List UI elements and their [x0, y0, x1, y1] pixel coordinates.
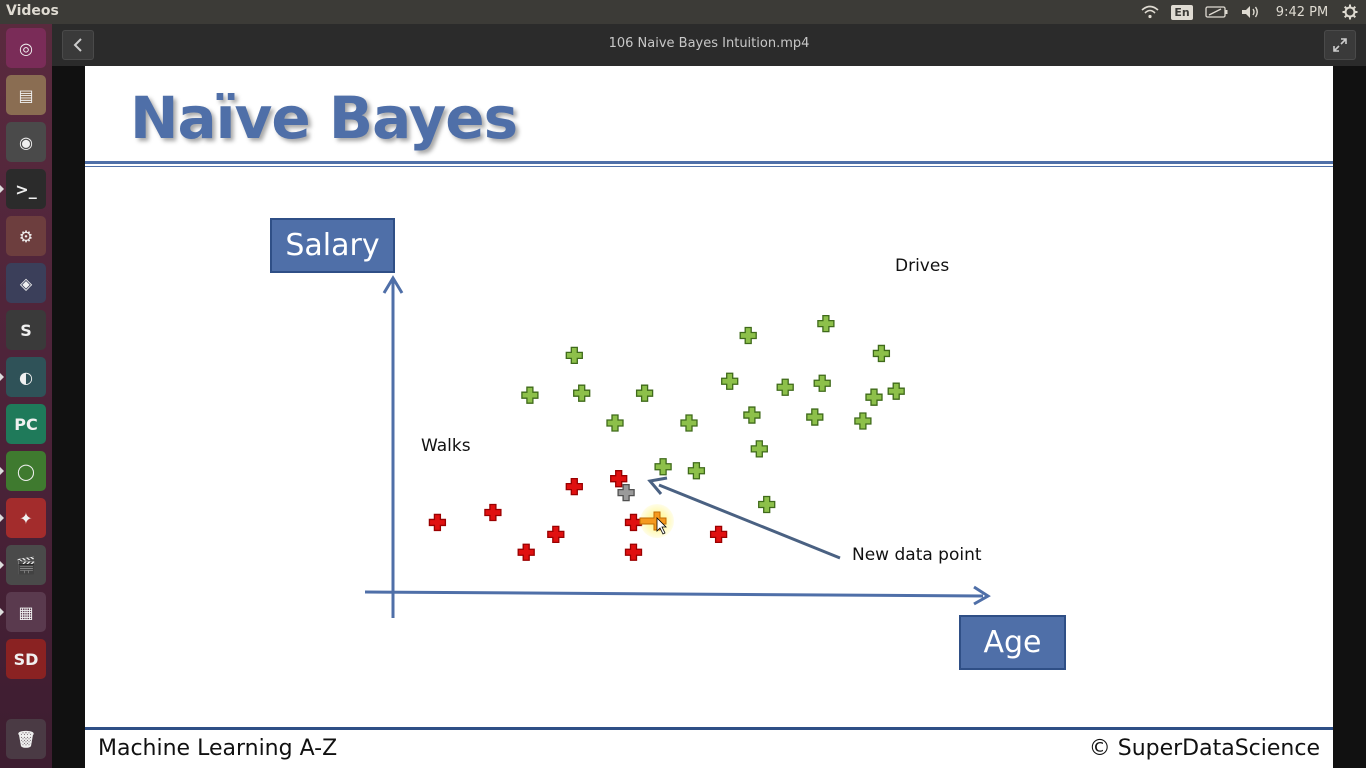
scatter-point-drives [872, 344, 891, 363]
trash-icon[interactable]: 🗑 [6, 719, 46, 759]
video-player-icon[interactable]: 🎬 [6, 545, 46, 585]
running-indicator [0, 185, 4, 193]
new-data-point-label: New data point [852, 545, 982, 565]
scatter-point-drives [776, 378, 794, 396]
scatter-chart [364, 275, 991, 618]
video-title: 106 Naive Bayes Intuition.mp4 [608, 36, 810, 51]
points-layer [428, 314, 905, 561]
scatter-point-drives [739, 326, 757, 345]
gitkraken-icon[interactable]: ◐ [6, 357, 46, 397]
x-axis-label-box: Age [959, 615, 1066, 670]
walks-label: Walks [421, 436, 471, 456]
keyboard-layout-indicator[interactable]: En [1170, 0, 1194, 24]
scatter-point-drives [743, 406, 761, 424]
scatter-point-drives [721, 372, 739, 390]
scatter-point-drives [565, 346, 583, 365]
system-settings-icon[interactable]: ⚙ [6, 216, 46, 256]
vscode-icon[interactable]: ◈ [6, 263, 46, 303]
back-button[interactable] [62, 30, 94, 60]
running-indicator [0, 373, 4, 381]
scatter-point-drives [750, 440, 768, 458]
new-point-arrow [658, 483, 841, 560]
footer-course-name: Machine Learning A-Z [98, 736, 338, 761]
fullscreen-icon [1333, 38, 1347, 52]
slide-title: Naïve Bayes [130, 84, 518, 152]
new-point-arrowhead [647, 476, 668, 495]
scatter-point-walks [709, 525, 728, 544]
x-axis-label: Age [983, 625, 1042, 660]
ubuntu-dash-icon[interactable]: ◎ [6, 28, 46, 68]
scatter-point-drives [521, 386, 539, 404]
running-indicator [0, 514, 4, 522]
video-header-bar: 106 Naive Bayes Intuition.mp4 [52, 24, 1366, 66]
chevron-left-icon [73, 38, 82, 52]
clock[interactable]: 9:42 PM [1275, 4, 1329, 20]
title-divider-thin [85, 166, 1333, 167]
scatter-point-drives [654, 458, 672, 476]
scatter-point-walks [565, 477, 583, 496]
scatter-point-new-data-point [617, 483, 635, 502]
running-indicator [0, 467, 4, 475]
top-panel: Videos En 9:42 PM [0, 0, 1366, 24]
scatter-point-drives [854, 412, 872, 430]
terminal-icon[interactable]: >_ [6, 169, 46, 209]
pycharm-icon[interactable]: PC [6, 404, 46, 444]
scatter-point-drives [817, 314, 835, 333]
scatter-point-drives [813, 374, 831, 392]
y-axis-label: Salary [285, 228, 380, 263]
battery-icon[interactable] [1202, 0, 1232, 24]
scatter-point-drives [635, 384, 654, 402]
scatter-point-walks [428, 513, 447, 532]
slide: Naïve Bayes Salary Age Walks Drives New … [85, 66, 1333, 768]
scatter-point-walks [624, 543, 643, 561]
scatter-point-walks [484, 503, 502, 522]
y-axis-label-box: Salary [270, 218, 395, 273]
scatter-point-drives [887, 382, 905, 400]
sd-card-icon[interactable]: SD [6, 639, 46, 679]
video-player[interactable]: Naïve Bayes Salary Age Walks Drives New … [52, 66, 1366, 768]
drives-label: Drives [895, 256, 950, 276]
scatter-point-drives [606, 414, 624, 432]
scatter-point-walks [610, 470, 628, 488]
files-icon[interactable]: ▤ [6, 75, 46, 115]
settings-gear-icon[interactable] [1338, 0, 1362, 24]
scatter-point-drives [758, 495, 776, 514]
x-axis-line [364, 590, 984, 598]
footer-divider [85, 727, 1333, 730]
scatter-point-drives [573, 384, 591, 402]
scatter-point-walks [517, 543, 535, 561]
chrome-icon[interactable]: ◉ [6, 122, 46, 162]
wifi-icon[interactable] [1138, 0, 1162, 24]
workspace-switcher-icon[interactable]: ▦ [6, 592, 46, 632]
scatter-point-walks [547, 525, 565, 544]
title-divider [85, 161, 1333, 164]
running-indicator [0, 608, 4, 616]
volume-icon[interactable] [1238, 0, 1264, 24]
keyboard-layout-label: En [1171, 4, 1193, 20]
app-title: Videos [6, 3, 59, 19]
scatter-point-drives [865, 388, 883, 406]
sublime-text-icon[interactable]: S [6, 310, 46, 350]
x-axis-arrowhead [973, 585, 991, 606]
scatter-point-walks [624, 513, 643, 532]
mouse-cursor-icon [656, 517, 667, 535]
rstudio-icon[interactable]: ◯ [6, 451, 46, 491]
scatter-point-drives [687, 462, 706, 480]
y-axis-arrowhead [382, 275, 404, 294]
footer-copyright: © SuperDataScience [1088, 736, 1320, 761]
scatter-point-drives [806, 408, 824, 426]
scatter-point-drives [680, 414, 698, 432]
network-app-icon[interactable]: ✦ [6, 498, 46, 538]
launcher: ◎ ▤ ◉ >_ ⚙ ◈ S ◐ PC ◯ ✦ 🎬 ▦ SD 🗑 [0, 24, 52, 768]
fullscreen-button[interactable] [1324, 30, 1356, 60]
running-indicator [0, 561, 4, 569]
